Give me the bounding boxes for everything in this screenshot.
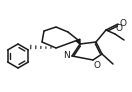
Polygon shape [76,39,80,44]
Text: O: O [116,24,123,33]
Text: O: O [94,61,101,70]
Text: O: O [119,20,126,29]
Text: N: N [63,52,70,61]
